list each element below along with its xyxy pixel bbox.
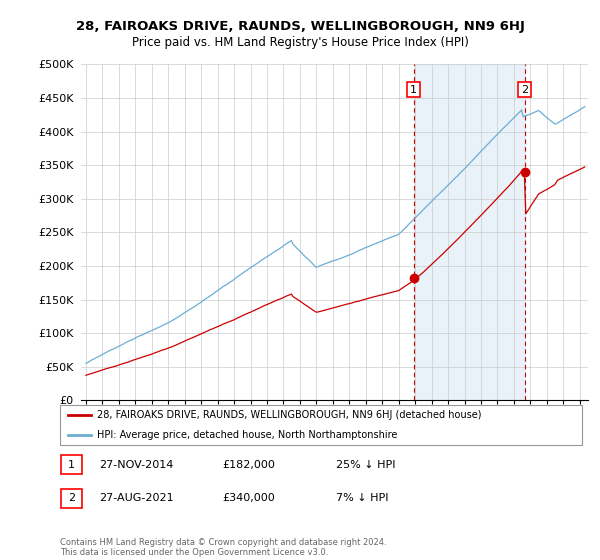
Text: 27-AUG-2021: 27-AUG-2021	[99, 493, 173, 503]
Text: 1: 1	[410, 85, 417, 95]
Text: 28, FAIROAKS DRIVE, RAUNDS, WELLINGBOROUGH, NN9 6HJ (detached house): 28, FAIROAKS DRIVE, RAUNDS, WELLINGBOROU…	[97, 410, 481, 420]
Text: 1: 1	[68, 460, 75, 470]
Text: £340,000: £340,000	[222, 493, 275, 503]
Text: Price paid vs. HM Land Registry's House Price Index (HPI): Price paid vs. HM Land Registry's House …	[131, 36, 469, 49]
FancyBboxPatch shape	[61, 455, 82, 474]
Text: £182,000: £182,000	[222, 460, 275, 470]
Text: 27-NOV-2014: 27-NOV-2014	[99, 460, 173, 470]
Bar	[413, 64, 524, 400]
Text: 2: 2	[68, 493, 75, 503]
Text: 7% ↓ HPI: 7% ↓ HPI	[336, 493, 389, 503]
Text: 28, FAIROAKS DRIVE, RAUNDS, WELLINGBOROUGH, NN9 6HJ: 28, FAIROAKS DRIVE, RAUNDS, WELLINGBOROU…	[76, 20, 524, 32]
FancyBboxPatch shape	[60, 405, 582, 445]
Text: HPI: Average price, detached house, North Northamptonshire: HPI: Average price, detached house, Nort…	[97, 430, 397, 440]
FancyBboxPatch shape	[61, 489, 82, 508]
Text: 25% ↓ HPI: 25% ↓ HPI	[336, 460, 395, 470]
Text: Contains HM Land Registry data © Crown copyright and database right 2024.
This d: Contains HM Land Registry data © Crown c…	[60, 538, 386, 557]
Text: 2: 2	[521, 85, 528, 95]
